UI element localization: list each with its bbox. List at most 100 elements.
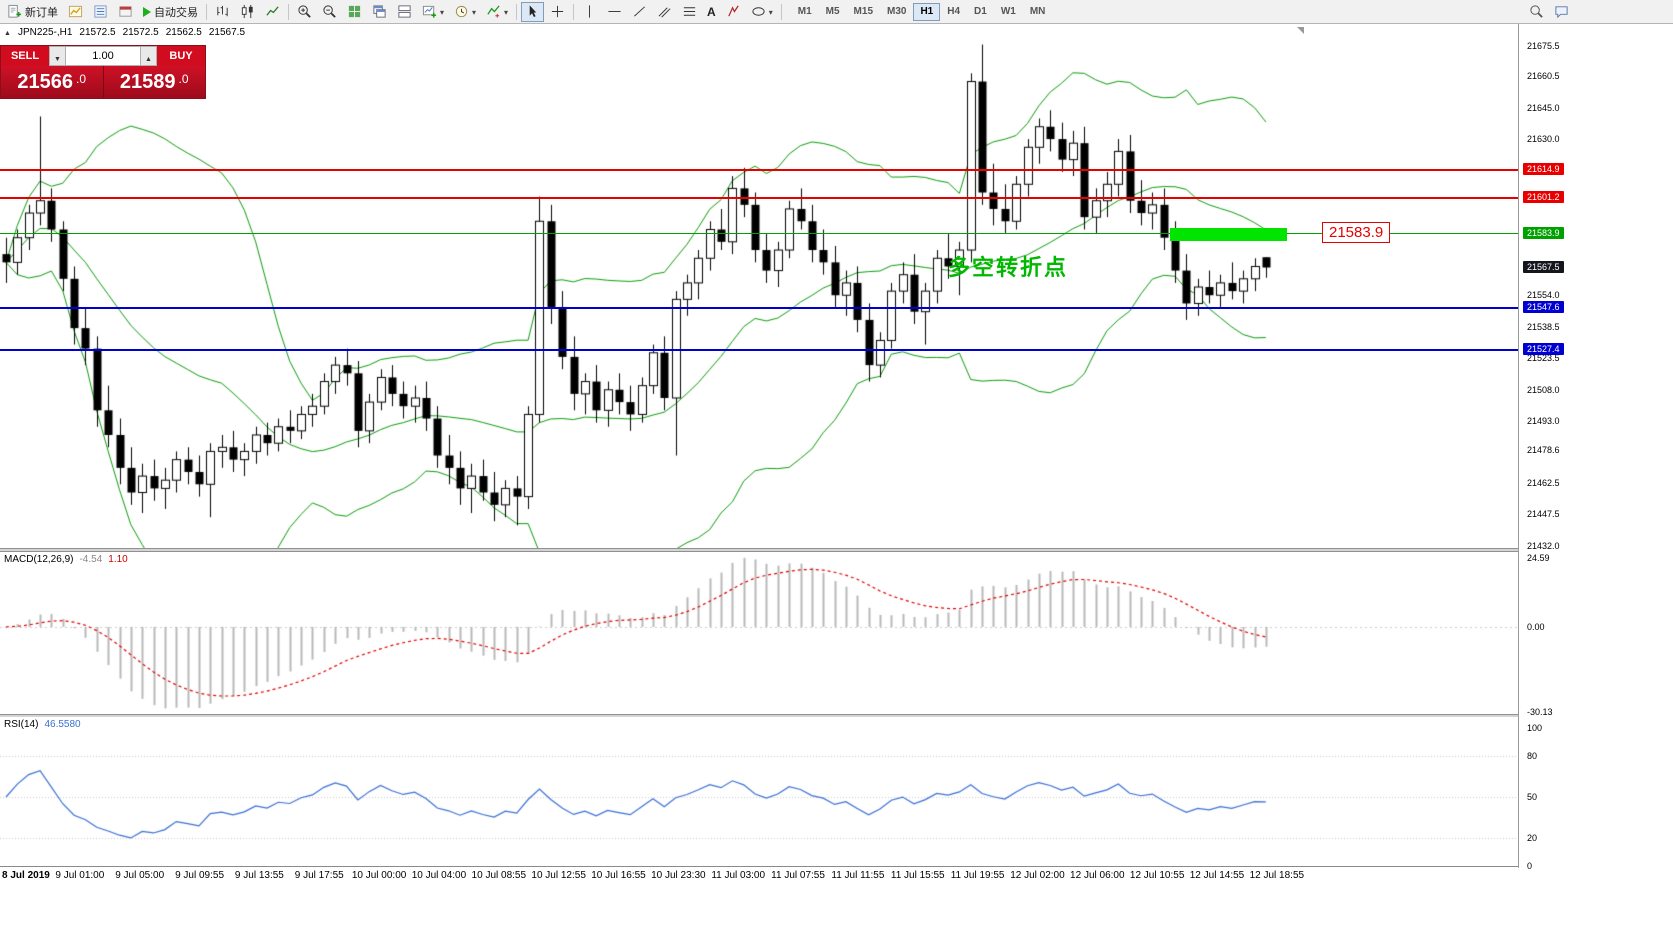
search-button[interactable] — [1525, 2, 1548, 22]
candlestick-chart-button[interactable] — [236, 2, 259, 22]
rsi-canvas[interactable] — [0, 717, 1518, 866]
macd-canvas[interactable] — [0, 552, 1518, 714]
zoom-in-button[interactable] — [293, 2, 316, 22]
volume-increase-button[interactable] — [140, 46, 157, 66]
cursor-tool-button[interactable] — [521, 1, 545, 22]
sell-price-display[interactable]: 21566 .0 — [1, 66, 104, 98]
tile-windows-button[interactable] — [343, 2, 366, 22]
auto-trading-button[interactable]: 自动交易 — [139, 2, 202, 22]
timeframe-h1[interactable]: H1 — [913, 2, 941, 21]
community-chat-button[interactable] — [1550, 2, 1573, 22]
rsi-name: RSI(14) — [4, 719, 39, 730]
one-click-trading-panel: SELL BUY 21566 .0 21589 .0 — [0, 45, 206, 99]
zoom-out-button[interactable] — [318, 2, 341, 22]
trendline-icon — [634, 6, 646, 17]
time-axis-label: 12 Jul 06:00 — [1070, 870, 1125, 881]
timeframe-mn[interactable]: MN — [1023, 3, 1053, 21]
timeframe-w1[interactable]: W1 — [994, 3, 1023, 21]
charts-button[interactable] — [64, 2, 87, 22]
line-chart-button[interactable] — [261, 2, 284, 22]
new-order-button[interactable]: 新订单 — [3, 2, 62, 22]
time-axis-label: 11 Jul 03:00 — [711, 870, 766, 881]
dropdown-caret-icon — [504, 6, 508, 18]
auto-trading-label: 自动交易 — [154, 6, 198, 19]
level-line-21601.2[interactable] — [0, 197, 1518, 200]
time-axis-label: 11 Jul 19:55 — [950, 870, 1005, 881]
level-line-21527.4[interactable] — [0, 348, 1518, 351]
indicators-button[interactable] — [482, 2, 512, 22]
chinese-annotation-text[interactable]: 多空转折点 — [948, 255, 1069, 280]
volume-input[interactable] — [66, 46, 140, 66]
shapes-tool-button[interactable] — [747, 2, 777, 22]
candlestick-chart-canvas[interactable] — [0, 24, 1518, 548]
scale-label: 21660.5 — [1527, 71, 1560, 82]
symbol-period-label: JPN225-,H1 — [17, 27, 73, 38]
channel-icon — [658, 7, 671, 18]
time-axis-label: 10 Jul 08:55 — [471, 870, 527, 881]
time-axis-label: 9 Jul 01:00 — [55, 870, 105, 881]
trade-panel-controls: SELL BUY — [1, 46, 205, 66]
cascade-windows-button[interactable] — [368, 2, 391, 22]
buy-button[interactable]: BUY — [157, 46, 205, 66]
scale-label: 0.00 — [1527, 621, 1545, 632]
level-line-21547.6[interactable] — [0, 307, 1518, 310]
trade-panel-prices: 21566 .0 21589 .0 — [1, 66, 205, 98]
timeframe-m1[interactable]: M1 — [791, 3, 819, 21]
volume-decrease-button[interactable] — [49, 46, 66, 66]
scale-label: 80 — [1527, 750, 1538, 761]
price-scale[interactable]: 21675.5 21660.5 21645.0 21630.0 21554.0 21538… — [1518, 24, 1673, 871]
fibonacci-tool-button[interactable] — [678, 2, 701, 22]
time-axis-label: 10 Jul 23:30 — [651, 870, 706, 881]
level-line-21614.9[interactable] — [0, 169, 1518, 172]
buy-price-display[interactable]: 21589 .0 — [103, 66, 205, 98]
timeframe-h4[interactable]: H4 — [940, 3, 967, 21]
panel-divider[interactable] — [0, 548, 1673, 552]
macd-name: MACD(12,26,9) — [4, 554, 74, 565]
cascade-icon — [373, 5, 386, 18]
timeframe-d1[interactable]: D1 — [967, 3, 994, 21]
scale-label: 21630.0 — [1527, 134, 1560, 145]
line-chart-icon — [266, 6, 279, 16]
time-axis-label: 9 Jul 09:55 — [175, 870, 225, 881]
price-highlight-rectangle[interactable] — [1170, 227, 1288, 241]
time-axis-label: 10 Jul 16:55 — [591, 870, 646, 881]
timeframe-m5[interactable]: M5 — [819, 3, 847, 21]
buy-price-fraction: .0 — [178, 71, 189, 86]
bar-chart-icon — [217, 5, 228, 17]
tile-horizontal-icon — [398, 5, 411, 18]
bar-chart-button[interactable] — [211, 2, 234, 22]
new-order-label: 新订单 — [25, 6, 58, 19]
market-watch-icon — [94, 5, 107, 18]
crosshair-tool-button[interactable] — [546, 2, 569, 22]
play-icon — [143, 6, 151, 17]
chart-window-icon — [68, 5, 83, 18]
timeframe-m15[interactable]: M15 — [847, 3, 880, 21]
new-chart-button[interactable] — [418, 2, 448, 22]
tile-horizontal-button[interactable] — [393, 2, 416, 22]
periods-button[interactable] — [450, 2, 480, 22]
chart-shift-marker[interactable] — [1297, 27, 1304, 34]
scale-label: 50 — [1527, 792, 1538, 802]
market-watch-button[interactable] — [89, 2, 112, 22]
time-axis-label: 12 Jul 18:55 — [1249, 870, 1305, 881]
channel-tool-button[interactable] — [653, 2, 676, 22]
arrows-tool-button[interactable] — [722, 2, 745, 22]
text-tool-button[interactable] — [703, 2, 720, 22]
horizontal-line-tool-button[interactable] — [603, 2, 626, 22]
level-line-21583.9[interactable] — [0, 232, 1518, 235]
open-value: 21572.5 — [79, 27, 116, 38]
zoom-out-icon — [323, 5, 336, 18]
scale-label: 100 — [1527, 723, 1543, 733]
trendline-tool-button[interactable] — [628, 2, 651, 22]
scale-label: 21478.6 — [1527, 445, 1560, 456]
vertical-line-tool-button[interactable] — [578, 2, 601, 22]
toolbar-separator — [573, 3, 575, 20]
indicators-icon — [487, 5, 500, 18]
sell-button[interactable]: SELL — [1, 46, 49, 66]
cursor-icon — [529, 5, 537, 18]
time-axis[interactable]: 8 Jul 2019 9 Jul 01:00 9 Jul 05:00 9 Jul 09… — [0, 868, 1673, 886]
buy-price-value: 21589 — [119, 70, 176, 93]
timeframe-m30[interactable]: M30 — [880, 3, 913, 21]
data-window-button[interactable] — [114, 2, 137, 22]
price-callout-label[interactable]: 21583.9 — [1322, 222, 1391, 243]
